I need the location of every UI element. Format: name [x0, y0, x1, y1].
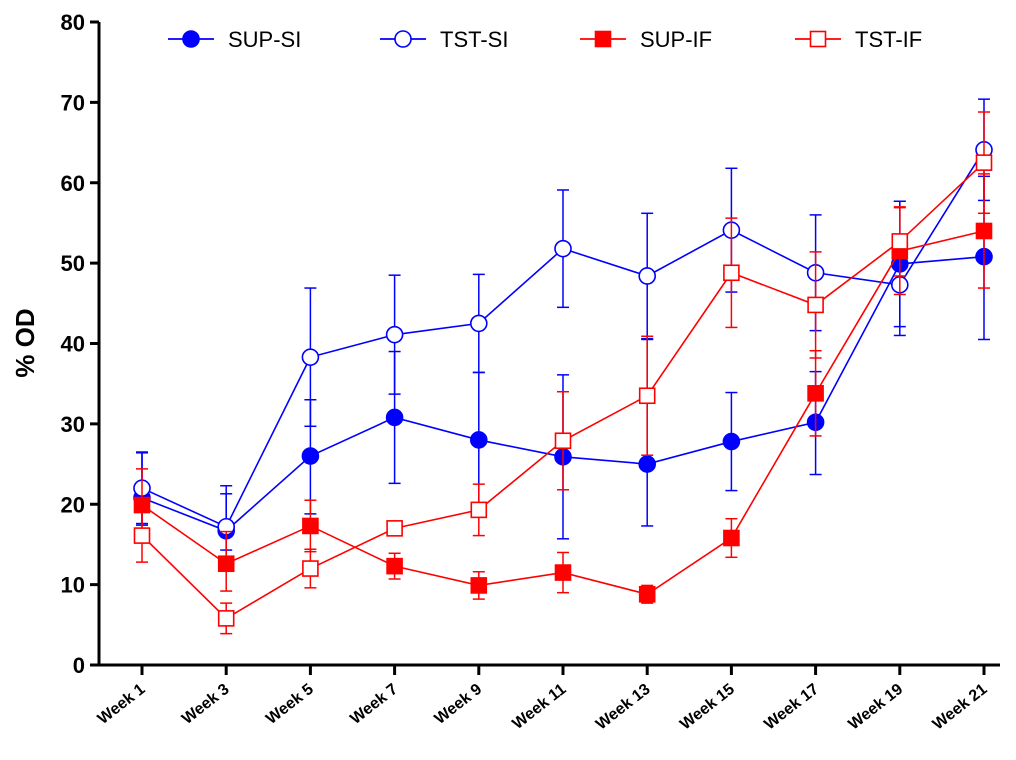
- x-tick-label: Week 19: [846, 681, 907, 734]
- data-point: [722, 432, 741, 451]
- data-point: [638, 267, 657, 285]
- y-axis-label: % OD: [10, 308, 40, 377]
- data-point: [554, 239, 572, 258]
- data-point: [638, 455, 657, 473]
- x-tick-label: Week 11: [509, 681, 569, 733]
- data-point: [301, 447, 320, 465]
- y-tick-label: 80: [61, 10, 85, 35]
- data-point: [217, 555, 235, 573]
- data-point: [133, 527, 151, 544]
- series-sup-if: [133, 173, 993, 604]
- x-tick-label: Week 17: [761, 681, 822, 734]
- data-point: [301, 348, 320, 366]
- y-axis-ticks: 0 10 20 30 40 50 60 70 80: [61, 10, 99, 678]
- x-tick-label: Week 1: [95, 681, 149, 728]
- legend-marker: [809, 30, 827, 48]
- data-point: [302, 517, 319, 535]
- legend-label: SUP-IF: [640, 27, 712, 52]
- legend-item: SUP-IF: [580, 27, 712, 52]
- data-point: [469, 431, 488, 449]
- legend-marker: [394, 30, 412, 48]
- x-tick-label: Week 3: [179, 681, 233, 728]
- x-axis-ticks: Week 1 Week 3 Week 5 Week 7 Week 9 Week 11 Wee…: [95, 665, 991, 733]
- data-point: [217, 610, 235, 627]
- y-tick-label: 60: [61, 171, 85, 196]
- data-point: [386, 557, 403, 575]
- x-tick-label: Week 13: [593, 681, 654, 734]
- x-tick-label: Week 21: [930, 681, 991, 734]
- data-point: [554, 564, 572, 581]
- data-point: [385, 408, 404, 427]
- series-layer: [133, 98, 993, 635]
- data-point: [554, 432, 572, 450]
- legend-marker: [594, 30, 612, 48]
- data-point: [807, 296, 824, 314]
- data-point: [469, 314, 488, 333]
- x-tick-label: Week 7: [347, 681, 401, 728]
- y-tick-label: 30: [61, 412, 85, 437]
- legend-label: TST-SI: [440, 27, 508, 52]
- x-tick-label: Week 5: [263, 681, 317, 728]
- legend-label: TST-IF: [855, 27, 922, 52]
- legend-item: TST-SI: [380, 27, 508, 52]
- data-point: [723, 264, 740, 282]
- y-tick-label: 50: [61, 251, 85, 276]
- y-tick-label: 70: [61, 90, 85, 115]
- legend-item: SUP-SI: [168, 27, 301, 52]
- legend-item: TST-IF: [795, 27, 922, 52]
- x-tick-label: Week 9: [432, 681, 486, 728]
- y-tick-label: 20: [61, 492, 85, 517]
- data-point: [638, 387, 656, 405]
- legend: SUP-SI TST-SI SUP-IF TST-IF: [168, 27, 922, 52]
- data-point: [386, 520, 403, 537]
- series-tst-if: [133, 111, 993, 635]
- data-point: [807, 385, 824, 402]
- data-point: [470, 577, 488, 594]
- data-point: [302, 560, 319, 577]
- data-point: [385, 325, 404, 344]
- x-tick-label: Week 15: [677, 681, 738, 734]
- y-tick-label: 0: [73, 653, 85, 678]
- legend-label: SUP-SI: [228, 27, 301, 52]
- y-tick-label: 10: [61, 573, 85, 598]
- data-point: [723, 529, 740, 547]
- y-tick-label: 40: [61, 332, 85, 357]
- data-point: [470, 501, 488, 519]
- data-point: [975, 154, 993, 171]
- data-point: [891, 233, 909, 250]
- data-point: [975, 222, 993, 240]
- legend-marker: [182, 30, 200, 48]
- data-point: [638, 585, 656, 603]
